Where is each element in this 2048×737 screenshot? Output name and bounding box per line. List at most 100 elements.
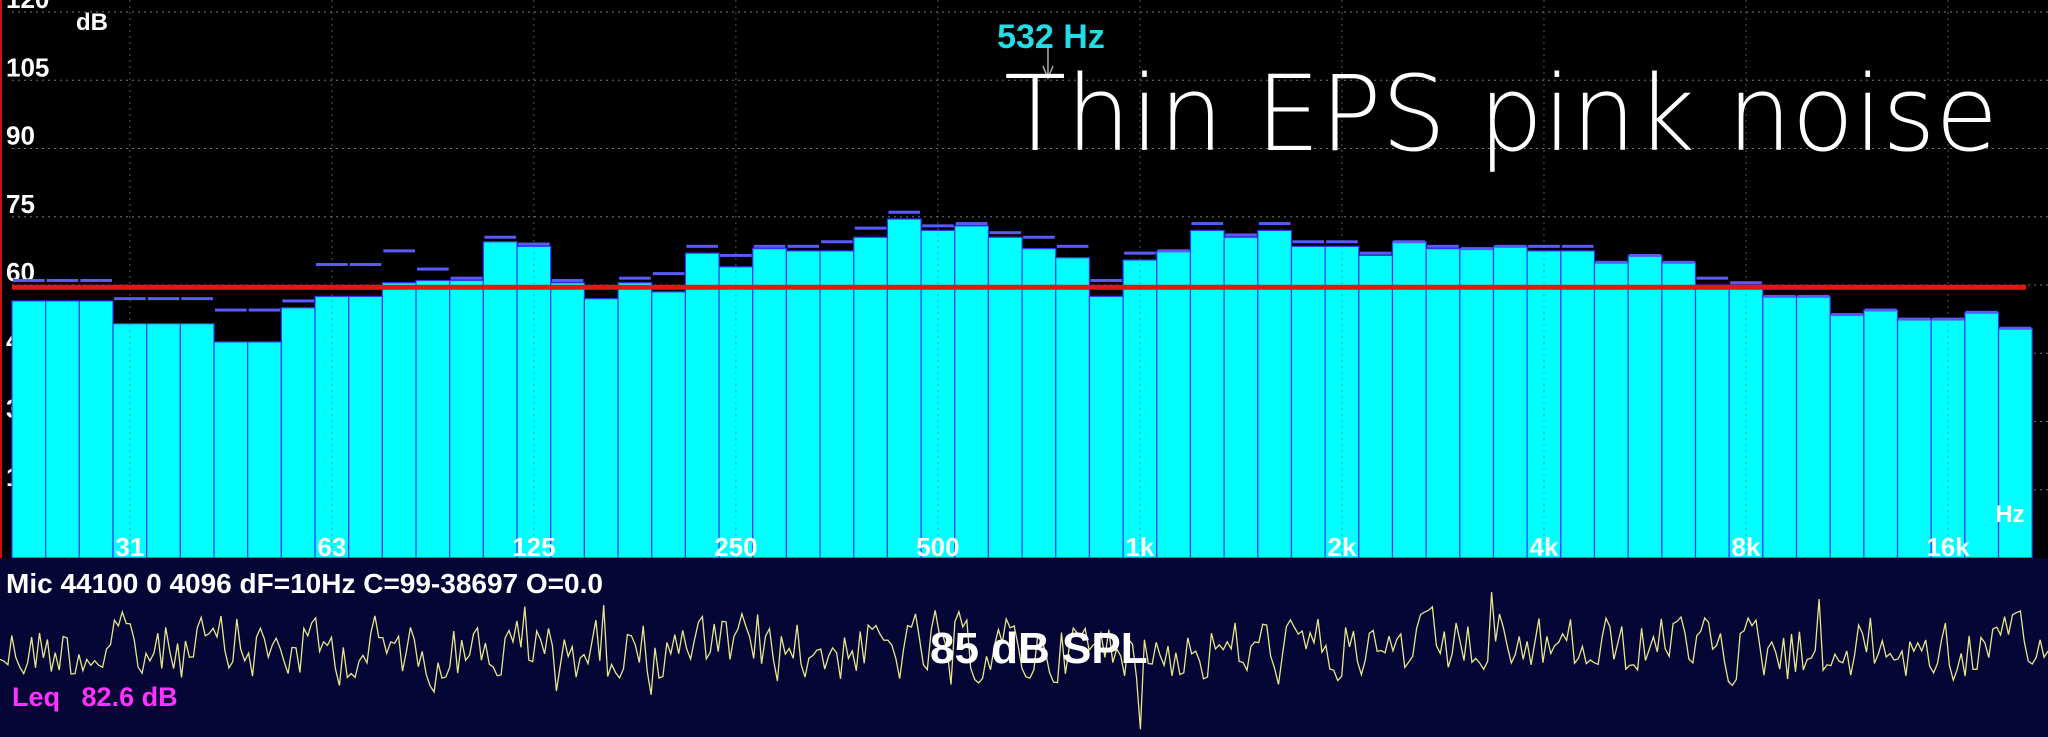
y-tick-label: 105: [6, 52, 49, 82]
peak-hold-marker: [215, 308, 247, 312]
spectrum-bar: [348, 295, 383, 559]
x-tick-label: 1k: [1125, 532, 1154, 558]
spectrum-bar: [1189, 229, 1225, 559]
spectrum-bar: [1526, 250, 1562, 559]
spectrum-bar: [1358, 254, 1394, 559]
peak-hold-marker: [450, 276, 483, 280]
leq-readout: Leq 82.6 dB: [12, 682, 178, 713]
spectrum-bar: [617, 282, 653, 559]
spectrum-bar: [651, 291, 686, 559]
peak-hold-marker: [484, 235, 517, 239]
peak-hold-marker: [383, 249, 416, 253]
spectrum-bar: [1290, 245, 1326, 559]
peak-hold-marker: [248, 308, 281, 312]
peak-hold-marker: [551, 278, 584, 282]
peak-hold-marker: [1359, 251, 1392, 255]
peak-hold-marker: [1292, 240, 1325, 244]
peak-hold-marker: [518, 242, 550, 246]
spectrum-bar: [785, 250, 821, 559]
x-tick-label: 4k: [1530, 532, 1559, 558]
spectrum-bar: [1661, 261, 1697, 559]
spectrum-bar: [718, 266, 754, 559]
spectrum-analyzer: 120105907560453015dB31631252505001k2k4k8…: [0, 0, 2048, 562]
peak-hold-marker: [686, 244, 719, 248]
spectrum-bar: [1964, 311, 2000, 559]
spectrum-bar: [684, 252, 720, 559]
peak-hold-marker: [282, 299, 315, 303]
spectrum-bar: [213, 341, 249, 559]
peak-hold-marker: [1225, 233, 1257, 237]
peak-hold-marker: [1191, 222, 1224, 226]
peak-hold-marker: [46, 278, 79, 282]
waveform-trace: [0, 592, 2048, 730]
y-tick-label: 90: [6, 121, 35, 151]
peak-hold-marker: [1460, 247, 1493, 251]
spl-readout: 85 dB SPL: [930, 624, 1148, 673]
peak-hold-marker: [147, 297, 180, 301]
spectrum-bar: [550, 282, 585, 559]
peak-hold-marker: [1662, 260, 1695, 264]
spectrum-bar: [1560, 250, 1596, 559]
spectrum-bar: [1997, 327, 2033, 559]
spectrum-bar: [179, 323, 215, 559]
spectrum-bar: [1896, 318, 1932, 559]
peak-marker-arrowhead: [1042, 65, 1054, 80]
chart-title: Thin EPS pink noise: [1004, 53, 1998, 175]
spectrum-bar: [1694, 284, 1730, 559]
peak-hold-marker: [1561, 244, 1594, 248]
peak-hold-marker: [1157, 249, 1190, 253]
spectrum-bar: [920, 229, 956, 559]
x-tick-label: 2k: [1328, 532, 1357, 558]
peak-hold-marker: [888, 210, 921, 214]
peak-hold-marker: [1595, 260, 1628, 264]
spectrum-bar: [1156, 250, 1192, 559]
spectrum-bar: [381, 282, 417, 559]
peak-hold-marker: [922, 224, 954, 228]
peak-hold-marker: [854, 226, 887, 230]
peak-hold-marker: [1898, 317, 1931, 321]
peak-hold-marker: [1797, 294, 1830, 298]
spectrum-bar: [1425, 248, 1461, 559]
waveform-line: [0, 592, 2048, 730]
input-settings-line: Mic 44100 0 4096 dF=10Hz C=99-38697 O=0.…: [6, 568, 603, 599]
spectrum-bar: [247, 341, 282, 559]
peak-hold-marker: [1258, 222, 1291, 226]
peak-hold-marker: [349, 263, 382, 267]
spectrum-bar: [45, 300, 80, 559]
x-tick-label: 16k: [1926, 532, 1970, 558]
peak-hold-marker: [1629, 253, 1661, 257]
peak-hold-marker: [1965, 310, 1998, 314]
spectrum-bar: [78, 300, 114, 559]
spectrum-bar: [280, 307, 316, 559]
x-tick-label: 250: [714, 532, 757, 558]
peak-hold-marker: [1831, 313, 1863, 317]
peak-hold-marker: [1494, 244, 1527, 248]
y-tick-label: 120: [6, 0, 49, 14]
spectrum-bar: [1762, 295, 1798, 559]
waveform-panel: Mic 44100 0 4096 dF=10Hz C=99-38697 O=0.…: [0, 558, 2048, 737]
peak-hold-marker: [1864, 308, 1897, 312]
peak-hold-marker: [1023, 235, 1055, 239]
spectrum-bar: [1257, 229, 1293, 559]
spectrum-bar: [146, 323, 181, 559]
peak-hold-marker: [787, 244, 820, 248]
spectrum-bar: [1021, 248, 1057, 559]
spectrum-bar: [1863, 309, 1899, 559]
spectrum-bar: [1795, 295, 1831, 559]
x-tick-label: 125: [512, 532, 555, 558]
spectrum-bar: [1627, 254, 1663, 559]
x-axis-unit: Hz: [1995, 501, 2024, 528]
peak-hold-marker: [652, 272, 685, 276]
peak-hold-marker: [1393, 240, 1426, 244]
peak-hold-marker: [13, 278, 45, 282]
peak-hold-marker: [720, 253, 752, 257]
peak-hold-marker: [1427, 244, 1459, 248]
peak-hold-marker: [417, 267, 449, 271]
peak-hold-marker: [1056, 244, 1089, 248]
peak-hold-marker: [619, 276, 651, 280]
peak-hold-marker: [753, 244, 786, 248]
y-tick-label: 75: [6, 189, 35, 219]
spectrum-bar: [954, 225, 990, 559]
peak-frequency-label: 532 Hz: [997, 18, 1105, 56]
leq-label: Leq: [12, 682, 61, 712]
